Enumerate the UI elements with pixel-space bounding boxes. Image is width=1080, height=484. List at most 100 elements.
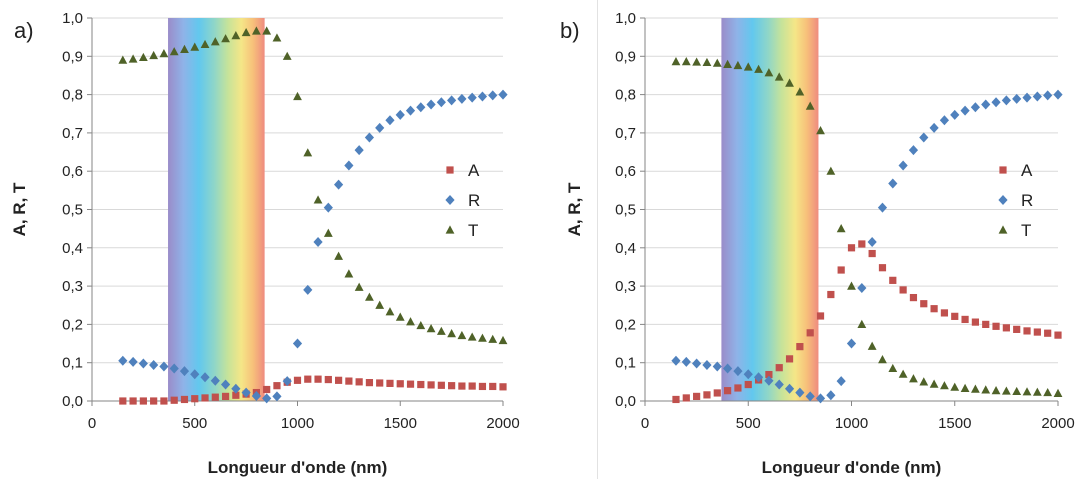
data-point-T <box>681 57 691 66</box>
data-point-A <box>386 379 394 387</box>
legend-label-T: T <box>468 221 478 240</box>
data-point-R <box>805 391 815 402</box>
data-point-T <box>950 382 960 391</box>
data-point-A <box>713 389 721 397</box>
data-point-A <box>406 380 415 388</box>
x-tick-label: 1000 <box>281 415 314 432</box>
data-point-A <box>458 382 466 390</box>
data-point-T <box>180 44 189 54</box>
y-tick-label: 0,2 <box>62 316 83 333</box>
data-point-T <box>293 91 302 101</box>
data-point-R <box>981 99 991 110</box>
x-axis-title: Longueur d'onde (nm) <box>762 458 942 477</box>
data-point-R <box>877 202 888 213</box>
data-point-R <box>764 375 774 386</box>
data-point-R <box>375 122 385 133</box>
data-point-T <box>128 54 138 63</box>
data-point-A <box>150 397 158 405</box>
data-point-T <box>712 58 722 67</box>
data-point-T <box>406 317 415 326</box>
y-tick-label: 0,6 <box>62 163 83 180</box>
data-point-A <box>160 397 168 405</box>
data-point-R <box>447 95 457 106</box>
data-point-A <box>191 395 199 403</box>
y-tick-label: 0,1 <box>615 355 636 372</box>
data-point-R <box>220 379 231 390</box>
data-point-A <box>1044 329 1052 337</box>
data-point-T <box>488 334 498 343</box>
data-point-A <box>847 244 856 252</box>
visible-spectrum-band <box>721 18 819 401</box>
data-point-A <box>427 381 435 389</box>
data-point-T <box>909 374 918 383</box>
data-point-A <box>961 315 969 324</box>
data-point-T <box>272 33 282 42</box>
data-point-R <box>970 102 980 113</box>
data-point-R <box>282 376 292 387</box>
data-point-R <box>857 283 867 294</box>
data-point-R <box>416 102 426 113</box>
legend-marker-R <box>998 195 1008 205</box>
data-point-A <box>211 393 219 401</box>
data-point-A <box>489 382 497 391</box>
data-point-A <box>775 364 783 372</box>
data-point-R <box>950 109 960 120</box>
data-point-A <box>744 380 752 389</box>
data-point-A <box>170 396 178 404</box>
series-R <box>118 89 508 404</box>
data-point-T <box>671 57 681 66</box>
data-point-R <box>1022 92 1032 103</box>
data-point-R <box>179 366 190 377</box>
data-point-A <box>221 392 230 401</box>
data-point-A <box>982 320 990 328</box>
data-point-T <box>898 369 908 378</box>
data-point-T <box>159 49 169 58</box>
data-point-T <box>1001 386 1011 395</box>
y-tick-label: 0,8 <box>62 87 83 104</box>
data-point-R <box>149 359 159 370</box>
data-point-A <box>355 378 363 386</box>
data-point-R <box>991 97 1001 108</box>
y-axis-title: A, R, T <box>565 182 584 236</box>
panel-divider <box>597 0 598 479</box>
data-point-R <box>210 375 220 386</box>
data-point-A <box>180 395 189 404</box>
y-tick-label: 0,9 <box>62 48 83 65</box>
x-tick-label: 2000 <box>1041 415 1074 432</box>
data-point-A <box>119 397 127 405</box>
data-point-A <box>992 322 1000 330</box>
data-point-T <box>733 60 743 70</box>
x-tick-label: 0 <box>88 415 96 432</box>
data-point-T <box>723 59 732 68</box>
data-point-R <box>498 89 508 100</box>
data-point-T <box>692 57 702 66</box>
y-tick-label: 0,8 <box>615 87 636 104</box>
panel-label: a) <box>14 18 34 43</box>
x-tick-label: 0 <box>641 415 649 432</box>
data-point-T <box>416 320 426 330</box>
data-point-R <box>908 145 919 156</box>
data-point-A <box>129 397 137 405</box>
data-point-R <box>334 179 344 190</box>
data-point-R <box>939 115 950 126</box>
data-point-A <box>396 380 404 388</box>
data-point-A <box>899 286 907 294</box>
data-point-R <box>1053 89 1063 100</box>
data-point-A <box>365 379 374 387</box>
data-point-T <box>929 379 939 388</box>
data-point-A <box>324 375 332 384</box>
data-point-T <box>436 326 446 335</box>
panel-label: b) <box>560 18 580 43</box>
data-point-R <box>702 359 712 370</box>
y-tick-label: 1,0 <box>62 10 83 27</box>
series-A <box>672 240 1062 404</box>
y-tick-label: 0,0 <box>62 393 83 410</box>
data-point-T <box>991 386 1001 395</box>
legend-marker-R <box>445 195 455 205</box>
data-point-T <box>138 52 148 62</box>
data-point-T <box>743 62 753 71</box>
data-point-A <box>1033 328 1041 336</box>
data-point-R <box>231 383 241 394</box>
data-point-T <box>805 101 815 110</box>
data-point-T <box>478 333 487 342</box>
